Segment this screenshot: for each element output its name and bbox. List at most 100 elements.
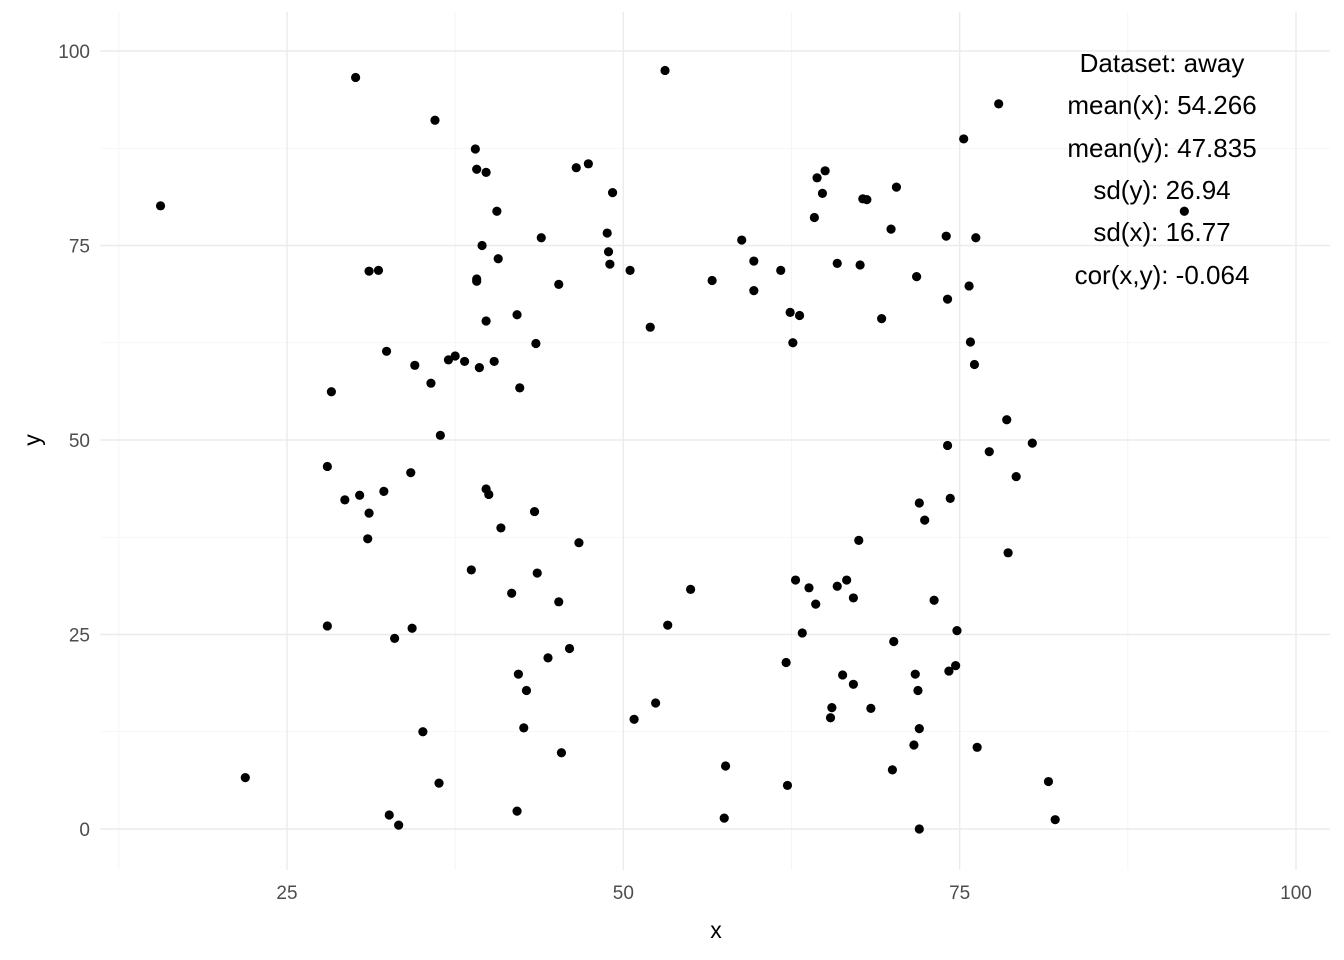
annotation-dataset: Dataset: away [1080,48,1245,78]
data-point [407,623,417,633]
data-point [477,240,487,251]
data-point [536,233,546,243]
data-point [519,723,529,733]
data-point [474,363,484,373]
data-point [862,194,872,205]
data-point [737,235,747,245]
data-point [379,486,389,496]
data-point [489,356,499,367]
data-point [848,679,858,689]
data-point [842,575,852,585]
data-point [832,581,842,591]
data-point [364,266,374,276]
stats-annotation: Dataset: away mean(x): 54.266 mean(y): 4… [1067,48,1256,290]
data-point [443,355,454,365]
data-point [820,166,830,176]
data-point [384,810,394,820]
y-tick-label: 25 [69,626,90,647]
data-point [909,740,919,750]
x-tick-label: 75 [949,883,970,904]
x-tick-label: 25 [276,883,297,904]
data-point [605,259,615,269]
data-point [959,134,969,144]
data-point [929,595,939,605]
data-point [418,727,428,737]
data-point [1050,815,1060,825]
data-point [952,626,962,636]
data-point [340,495,350,505]
data-point [891,182,902,192]
data-point [914,498,924,508]
data-point [472,164,482,174]
data-point [496,523,506,533]
data-point [1027,438,1037,448]
data-point [788,338,798,348]
data-point [855,260,865,270]
data-point [707,275,717,286]
data-point [749,256,759,266]
data-point [910,669,920,679]
data-point [972,742,982,752]
data-point [720,761,731,771]
data-point [155,201,166,211]
data-point [390,633,400,643]
data-point [663,620,673,630]
data-point [832,258,842,268]
data-point [459,356,470,367]
data-point [797,628,807,638]
data-point [426,378,436,388]
annotation-sd-x: sd(x): 16.77 [1093,217,1230,247]
data-point [913,685,923,696]
data-point [782,780,793,791]
data-point [651,698,661,708]
data-point [944,666,954,676]
y-tick-label: 0 [79,820,90,841]
data-point [629,714,639,724]
data-point [381,346,392,356]
axes: x y 25 50 75 100 0 25 50 75 100 [19,42,1312,943]
data-point [607,187,618,198]
annotation-cor: cor(x,y): -0.064 [1075,260,1250,290]
data-point [603,247,614,257]
x-tick-label: 100 [1280,883,1312,904]
data-point [583,159,593,169]
y-axis-title: y [19,434,45,446]
data-point [866,703,876,714]
data-point [1011,471,1021,482]
y-tick-label: 100 [58,42,90,63]
data-point [556,748,567,758]
data-point [351,72,361,83]
data-point [781,657,791,668]
data-point [554,279,564,289]
data-point [969,359,980,370]
x-tick-label: 50 [613,883,634,904]
data-point [466,565,476,575]
data-point [920,515,930,525]
data-point [625,265,635,275]
data-point [529,506,540,517]
data-point [912,272,922,282]
data-point [945,493,955,503]
x-axis-title: x [710,917,722,943]
annotation-mean-y: mean(y): 47.835 [1067,133,1256,163]
data-point [512,806,522,816]
data-point [507,588,517,598]
data-point [470,144,480,154]
data-point [951,661,961,671]
data-point [410,360,420,370]
data-point [785,307,795,318]
data-point [827,703,837,713]
annotation-mean-x: mean(x): 54.266 [1067,90,1256,120]
data-point [543,653,553,663]
data-point [877,314,887,324]
data-points [155,65,1189,834]
data-point [481,167,491,177]
data-point [515,383,525,393]
data-point [322,621,332,631]
data-point [481,316,491,326]
data-point [971,233,981,243]
data-point [809,212,819,223]
data-point [812,173,822,183]
data-point [854,535,864,545]
